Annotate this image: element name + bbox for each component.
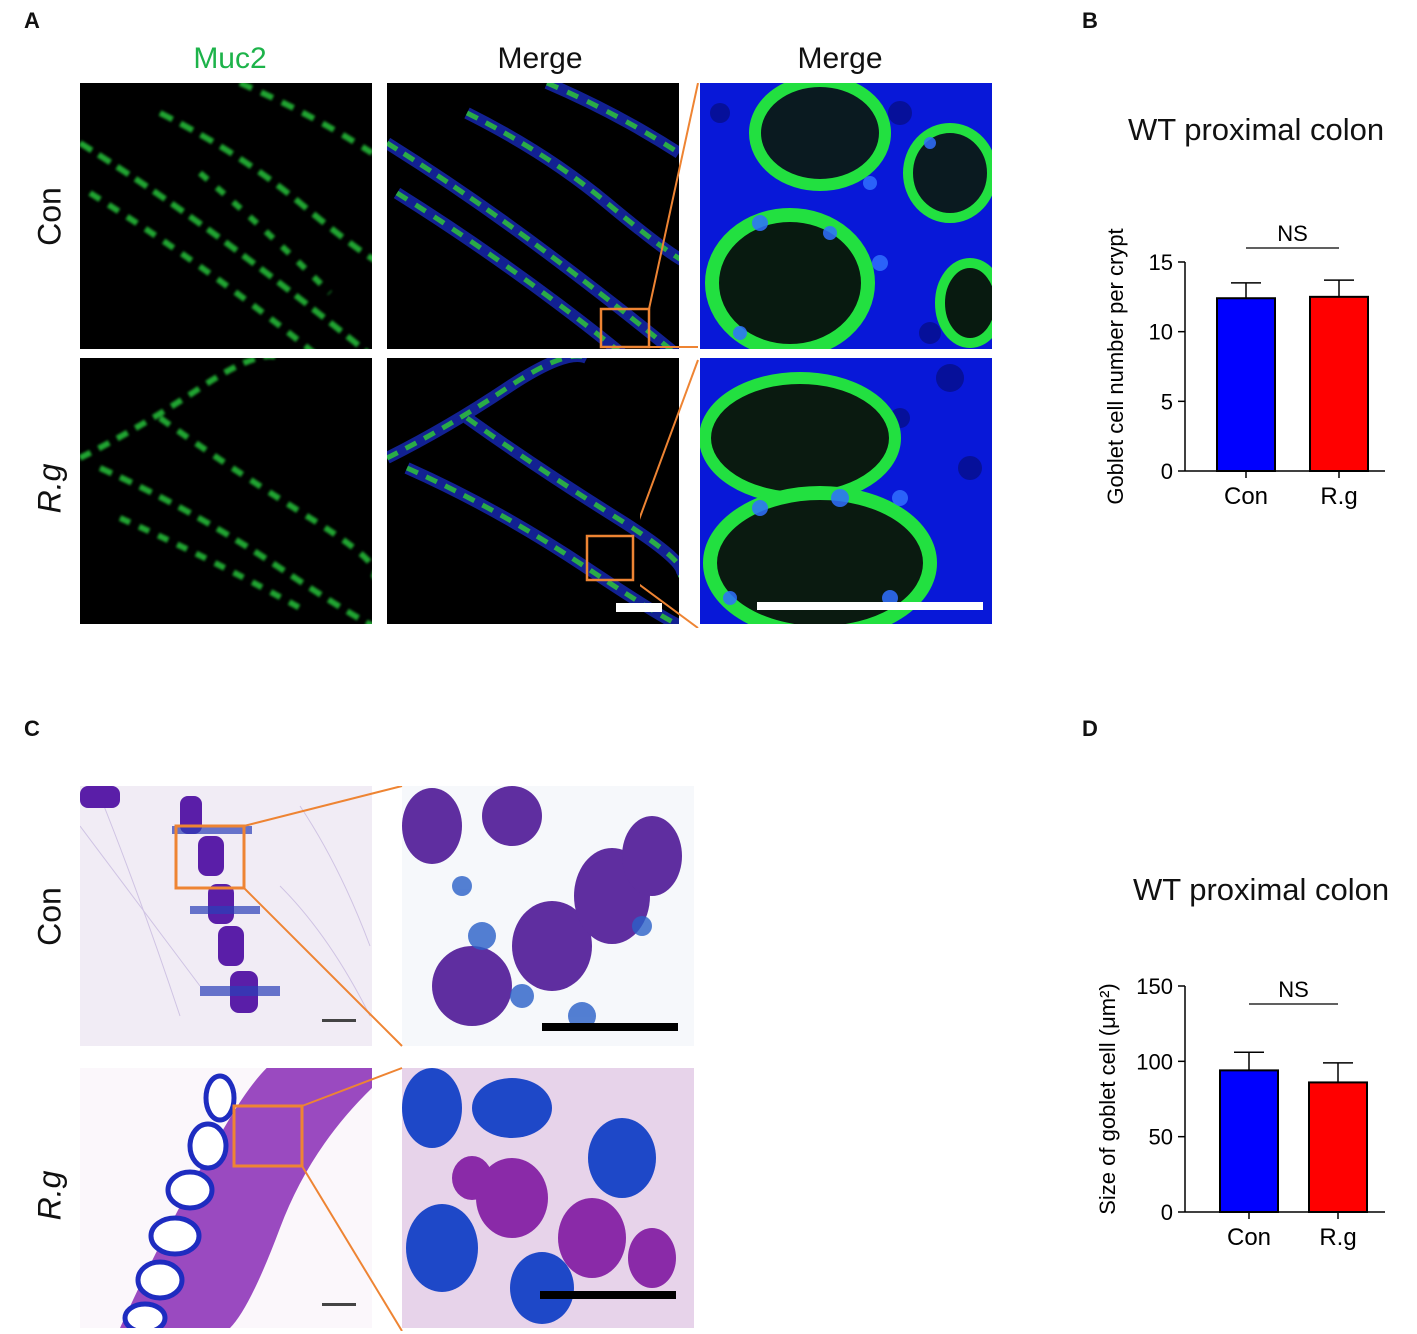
histology-rg: [80, 1068, 372, 1328]
y-tick-label: 10: [1149, 320, 1173, 345]
panel-label-a: A: [24, 8, 40, 33]
bar-rg: [1308, 1081, 1368, 1213]
y-tick-label: 0: [1161, 459, 1173, 484]
micrograph-merge-zoom-con: [700, 83, 992, 349]
chart-b: 0 5 10 15 Goblet cell number per crypt Con R.g…: [1103, 221, 1385, 510]
row-label-con-c: Con: [31, 887, 68, 946]
panel-label-b: B: [1082, 8, 1098, 33]
x-tick-label: Con: [1224, 483, 1268, 510]
micrograph-merge-con: [387, 83, 679, 349]
row-label-rg-c: R.g: [31, 1170, 68, 1221]
micrograph-muc2-con: [80, 83, 372, 349]
bar-rg: [1309, 295, 1369, 472]
y-tick-label: 0: [1161, 1200, 1173, 1225]
bar-con: [1216, 297, 1276, 472]
row-label-con: Con: [31, 187, 68, 246]
inset-connectors-c: [243, 786, 403, 1331]
micrograph-muc2-rg: [80, 358, 372, 624]
scale-bar: [616, 603, 662, 612]
x-tick-label: Con: [1227, 1224, 1271, 1251]
row-label-rg: R.g: [31, 463, 68, 514]
histology-con: [80, 786, 372, 1046]
significance-label: NS: [1277, 221, 1308, 246]
histology-zoom-con: [402, 786, 694, 1046]
y-tick-label: 100: [1136, 1049, 1173, 1074]
chart-d: 0 50 100 150 Size of goblet cell (μm²) Con R.g…: [1095, 974, 1385, 1251]
col-title-muc2: Muc2: [193, 42, 267, 75]
histology-zoom-rg: [402, 1068, 694, 1328]
chart-d-title: WT proximal colon: [1133, 872, 1390, 907]
y-axis-label: Goblet cell number per crypt: [1103, 228, 1128, 504]
panel-label-d: D: [1082, 716, 1098, 741]
y-tick-label: 15: [1149, 250, 1173, 275]
y-tick-label: 5: [1161, 389, 1173, 414]
significance-label: NS: [1278, 977, 1309, 1002]
x-tick-label: R.g: [1320, 483, 1357, 510]
chart-b-title: WT proximal colon: [1128, 112, 1385, 147]
scale-bar: [757, 602, 983, 610]
micrograph-merge-zoom-rg: [700, 358, 992, 624]
x-tick-label: R.g: [1319, 1224, 1356, 1251]
col-title-merge-zoom: Merge: [797, 42, 883, 75]
y-axis-label: Size of goblet cell (μm²): [1095, 983, 1120, 1215]
col-title-merge: Merge: [497, 42, 583, 75]
y-tick-label: 150: [1136, 974, 1173, 999]
panel-label-c: C: [24, 716, 40, 741]
y-tick-label: 50: [1149, 1125, 1173, 1150]
bar-con: [1219, 1069, 1279, 1213]
inset-connectors-a: [640, 83, 699, 628]
micrograph-merge-rg: [387, 358, 679, 624]
